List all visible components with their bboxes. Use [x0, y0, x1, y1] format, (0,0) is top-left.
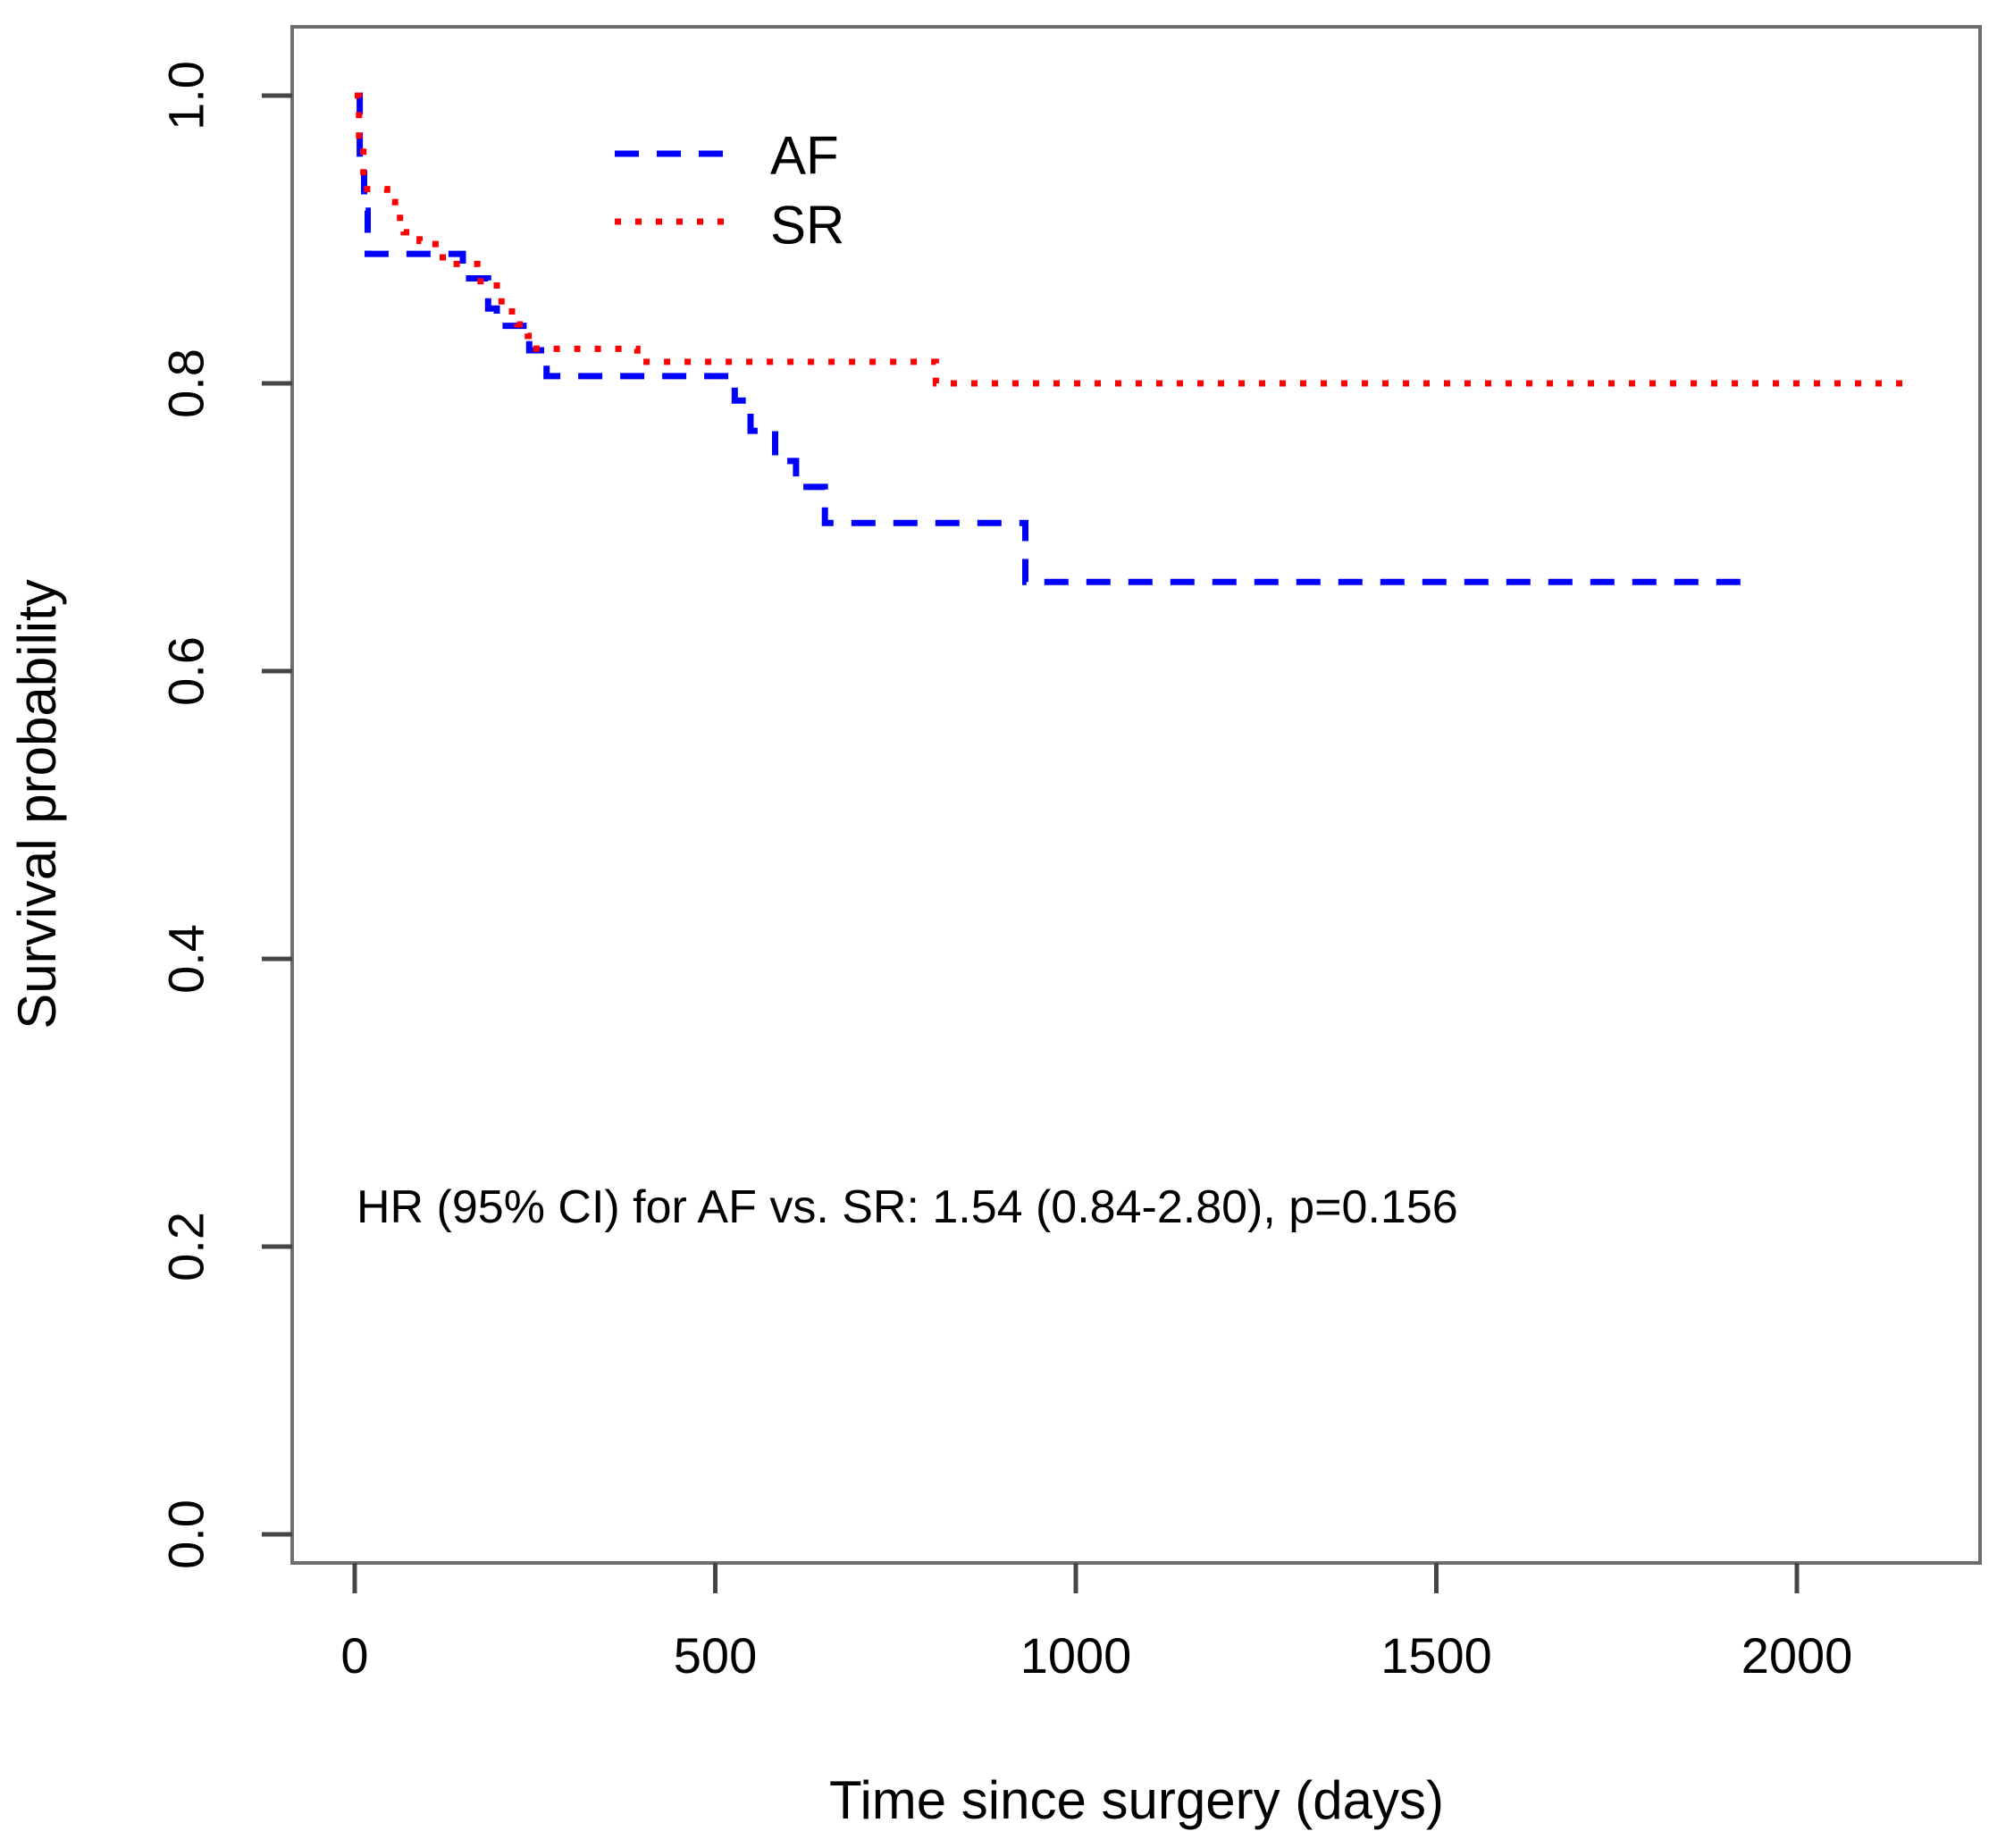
legend: AF SR	[615, 126, 844, 256]
y-tick-label: 1.0	[158, 61, 214, 130]
x-tick-label: 500	[674, 1627, 757, 1684]
x-tick-label: 0	[340, 1627, 368, 1684]
y-tick-label: 0.8	[158, 349, 214, 418]
y-axis-title: Survival probability	[7, 579, 67, 1029]
km-curve-sr	[355, 92, 1917, 387]
x-axis: 0 500 1000 1500 2000	[340, 1563, 1852, 1684]
x-tick-label: 2000	[1741, 1627, 1853, 1684]
y-tick-label: 0.6	[158, 636, 214, 706]
x-axis-title: Time since surgery (days)	[829, 1770, 1444, 1830]
legend-af-label: AF	[770, 126, 839, 186]
y-axis: 0.0 0.2 0.4 0.6 0.8 1.0	[158, 61, 292, 1569]
km-curve-af	[355, 92, 1758, 585]
y-tick-label: 0.2	[158, 1212, 214, 1281]
y-tick-label: 0.0	[158, 1499, 214, 1569]
legend-sr-label: SR	[770, 196, 844, 256]
x-tick-label: 1000	[1020, 1627, 1132, 1684]
plot-border	[290, 25, 1982, 1565]
hr-annotation: HR (95% CI) for AF vs. SR: 1.54 (0.84-2.…	[357, 1181, 1458, 1233]
x-tick-label: 1500	[1380, 1627, 1492, 1684]
survival-curves	[355, 92, 1917, 585]
y-tick-label: 0.4	[158, 924, 214, 994]
